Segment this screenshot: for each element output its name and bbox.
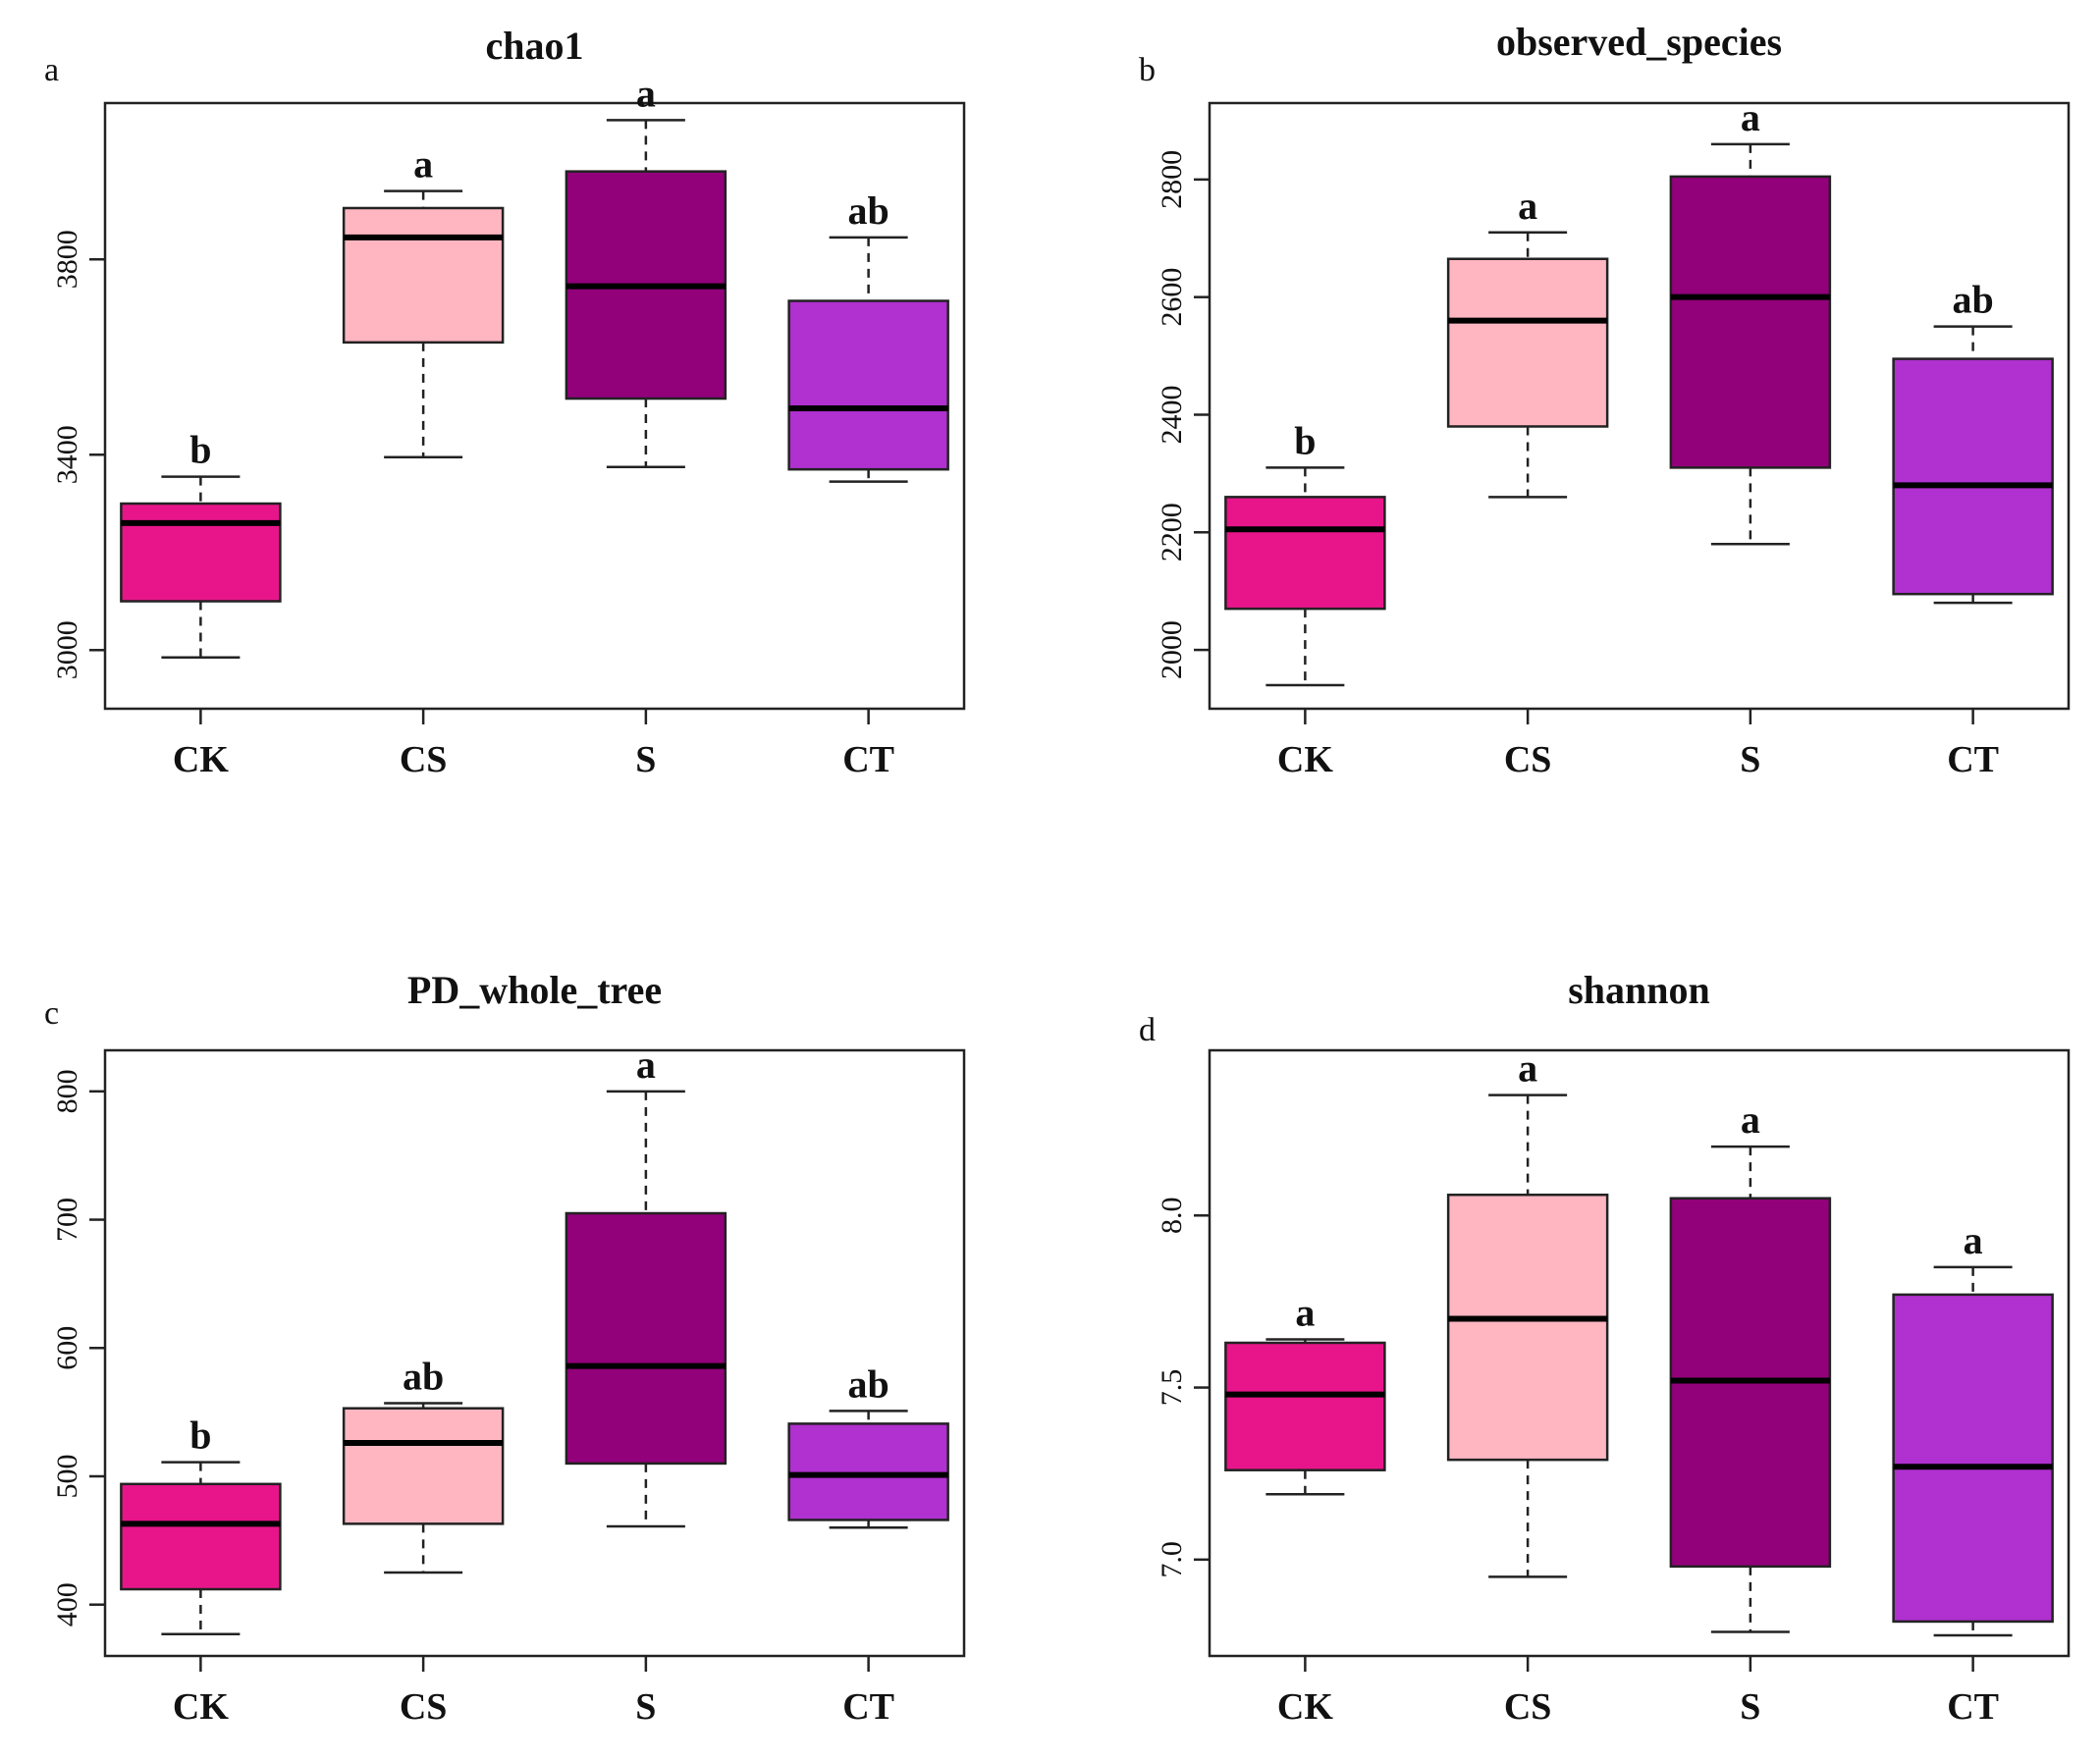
box-ck xyxy=(1224,496,1386,611)
y-tick-label: 3000 xyxy=(51,620,83,679)
y-tick-label: 2000 xyxy=(1156,620,1188,679)
significance-label: a xyxy=(636,1042,656,1087)
x-tick-label-cs: CS xyxy=(1504,1686,1552,1728)
x-tick-label-ck: CK xyxy=(1277,739,1333,780)
y-tick-label: 3800 xyxy=(51,230,83,289)
box-ck xyxy=(1224,1341,1386,1471)
box-ct xyxy=(787,1422,949,1521)
y-tick-label: 2800 xyxy=(1156,150,1188,209)
y-tick-label: 3400 xyxy=(51,425,83,484)
significance-label: ab xyxy=(403,1354,444,1398)
x-tick-label-s: S xyxy=(1740,739,1760,780)
box-cs xyxy=(1446,257,1609,428)
box-cs xyxy=(342,206,505,345)
x-tick-label-ct: CT xyxy=(842,1686,894,1728)
x-tick-label-s: S xyxy=(1740,1686,1760,1728)
box-ck xyxy=(120,1482,282,1591)
x-tick-label-ck: CK xyxy=(173,1686,229,1728)
significance-label: b xyxy=(1294,418,1316,462)
x-tick-label-ct: CT xyxy=(1947,1686,1999,1728)
y-tick-label: 2200 xyxy=(1156,503,1188,561)
panel-letter: d xyxy=(1139,1012,1156,1048)
chart-panel-a: a chao1 3000 3400 3800 CK b CS a Sa CT ab xyxy=(44,24,966,780)
chart-panel-b: b observed_species 2000 2200 2400 2600 2800 CK b… xyxy=(1139,20,2071,780)
x-tick-label-cs: CS xyxy=(1504,739,1552,780)
significance-label: b xyxy=(189,1413,211,1458)
chart-title: chao1 xyxy=(486,24,584,68)
significance-label: b xyxy=(189,428,211,472)
plot-frame xyxy=(103,1048,966,1658)
significance-label: a xyxy=(1964,1218,1983,1262)
x-tick-label-s: S xyxy=(635,1686,656,1728)
x-tick-label-s: S xyxy=(635,739,656,780)
significance-label: ab xyxy=(848,1361,889,1406)
x-tick-label-ct: CT xyxy=(1947,739,1999,780)
y-tick-label: 800 xyxy=(51,1069,83,1113)
y-tick-label: 7.5 xyxy=(1156,1369,1188,1407)
x-tick-label-ck: CK xyxy=(1277,1686,1333,1728)
x-tick-label-cs: CS xyxy=(400,1686,448,1728)
significance-label: a xyxy=(636,71,656,115)
significance-label: a xyxy=(1518,184,1537,228)
y-tick-label: 400 xyxy=(51,1582,83,1627)
y-tick-label: 600 xyxy=(51,1326,83,1370)
box-cs xyxy=(342,1407,505,1525)
box-ck xyxy=(120,502,282,603)
chart-title: shannon xyxy=(1568,968,1710,1012)
significance-label: a xyxy=(1295,1290,1315,1334)
significance-label: ab xyxy=(848,188,889,233)
chart-panel-d: d shannon 7.0 7.5 8.0 CK a CS a Sa CT a xyxy=(1139,968,2071,1728)
significance-label: a xyxy=(1741,1097,1760,1142)
significance-label: a xyxy=(1518,1046,1537,1091)
plot-frame xyxy=(1208,101,2071,711)
significance-label: ab xyxy=(1953,278,1994,322)
box-s xyxy=(565,1211,727,1466)
chart-panel-c: c PD_whole_tree 400 500 600 700 800 CK b CS ab Sa CT… xyxy=(44,968,966,1728)
y-tick-label: 8.0 xyxy=(1156,1198,1188,1235)
box-ct xyxy=(1892,357,2054,596)
y-tick-label: 500 xyxy=(51,1454,83,1498)
chart-title: PD_whole_tree xyxy=(407,968,662,1012)
significance-label: a xyxy=(1741,95,1760,139)
y-tick-label: 2400 xyxy=(1156,385,1188,444)
box-cs xyxy=(1446,1193,1609,1462)
box-ct xyxy=(787,299,949,471)
significance-label: a xyxy=(413,142,433,187)
x-tick-label-ck: CK xyxy=(173,739,229,780)
panel-letter: b xyxy=(1139,52,1156,88)
x-tick-label-cs: CS xyxy=(400,739,448,780)
plot-frame xyxy=(1208,1048,2071,1658)
y-tick-label: 700 xyxy=(51,1198,83,1242)
panel-letter: c xyxy=(44,995,59,1032)
box-ct xyxy=(1892,1293,2054,1624)
chart-title: observed_species xyxy=(1496,20,1782,64)
plot-frame xyxy=(103,101,966,711)
panel-letter: a xyxy=(44,52,59,88)
y-tick-label: 2600 xyxy=(1156,268,1188,327)
x-tick-label-ct: CT xyxy=(842,739,894,780)
box-s xyxy=(1669,175,1832,469)
y-tick-label: 7.0 xyxy=(1156,1541,1188,1578)
